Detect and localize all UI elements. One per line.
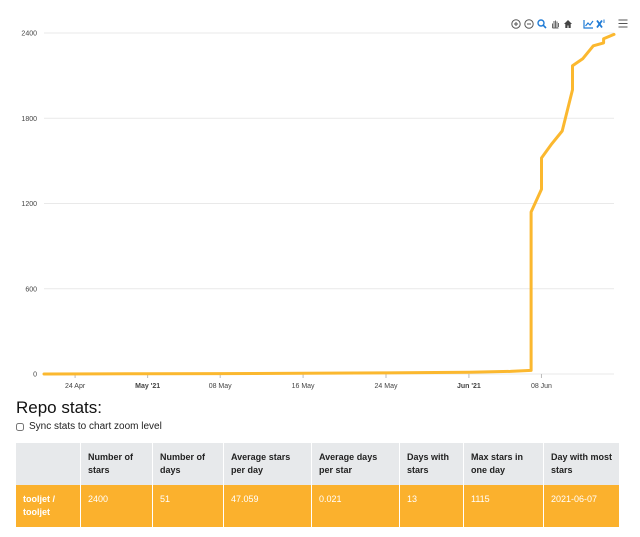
x-tick-label: 24 May [375, 383, 398, 390]
sync-stats-checkbox[interactable] [16, 422, 24, 431]
stars-line-chart[interactable]: 0 600 1200 1800 2400 24 Apr May '21 08 May 16 M… [0, 0, 640, 392]
x-tick-label: Jun '21 [457, 383, 481, 390]
x-tick-label: 08 May [209, 383, 232, 390]
chart-gridlines [44, 32, 614, 375]
y-tick-label: 1200 [21, 201, 37, 208]
header-number-of-days: Number of days [152, 443, 224, 485]
chart-series [42, 32, 616, 376]
zoom-magnifier-icon[interactable] [536, 17, 547, 30]
y-tick-label: 2400 [21, 31, 37, 38]
cell-number-of-stars: 2400 [80, 485, 153, 527]
cell-days-with-stars: 13 [399, 485, 464, 527]
header-average-stars-per-day: Average stars per day [223, 443, 312, 485]
stats-header-row: Number of stars Number of days Average s… [16, 443, 619, 485]
header-number-of-stars: Number of stars [80, 443, 153, 485]
y-axis: 0 600 1200 1800 2400 [21, 31, 37, 379]
header-repo [16, 443, 81, 485]
y-tick-label: 1800 [21, 116, 37, 123]
reset-x-icon[interactable] [596, 17, 607, 30]
cell-day-with-most-stars: 2021-06-07 [543, 485, 619, 527]
x-tick-label: 16 May [292, 383, 315, 390]
cell-max-stars-in-one-day: 1115 [463, 485, 544, 527]
x-axis: 24 Apr May '21 08 May 16 May 24 May Jun '21 08… [65, 374, 552, 390]
selection-zoom-icon[interactable] [583, 17, 594, 30]
header-days-with-stars: Days with stars [399, 443, 464, 485]
cell-average-stars-per-day: 47.059 [223, 485, 312, 527]
sync-stats-label: Sync stats to chart zoom level [29, 421, 162, 432]
zoom-out-icon[interactable] [523, 17, 534, 30]
header-day-with-most-stars: Day with most stars [543, 443, 619, 485]
home-reset-icon[interactable] [562, 17, 573, 30]
chart-toolbar [510, 17, 628, 30]
x-tick-label: 08 Jun [531, 383, 552, 390]
menu-icon[interactable] [617, 17, 628, 30]
header-max-stars-in-one-day: Max stars in one day [463, 443, 544, 485]
series-line [42, 32, 616, 376]
cell-repo-name: tooljet / tooljet [16, 485, 81, 527]
repo-stats-table: Number of stars Number of days Average s… [16, 443, 619, 527]
y-tick-label: 600 [25, 286, 37, 293]
pan-hand-icon[interactable] [549, 17, 560, 30]
zoom-in-icon[interactable] [510, 17, 521, 30]
table-row: tooljet / tooljet 2400 51 47.059 0.021 1… [16, 485, 619, 527]
sync-stats-option[interactable]: Sync stats to chart zoom level [16, 421, 162, 432]
cell-average-days-per-star: 0.021 [311, 485, 400, 527]
repo-stats-heading: Repo stats: [16, 398, 102, 417]
cell-number-of-days: 51 [152, 485, 224, 527]
header-average-days-per-star: Average days per star [311, 443, 400, 485]
x-tick-label: 24 Apr [65, 383, 86, 390]
y-tick-label: 0 [33, 372, 37, 379]
x-tick-label: May '21 [135, 383, 160, 390]
